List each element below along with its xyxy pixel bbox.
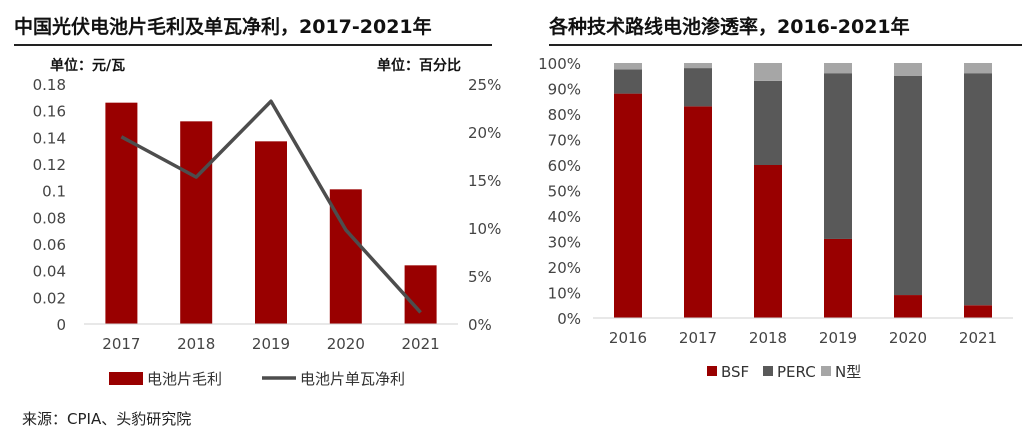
stacked-y-tick-label: 80% [548,106,581,124]
left-y-tick-label: 0.1 [42,183,66,201]
stacked-y-tick-label: 50% [548,183,581,201]
stacked-segment-n型 [964,63,992,74]
stacked-y-tick-label: 0% [557,310,581,328]
right-y-tick-label: 10% [468,220,501,238]
source-note: 来源：CPIA、头豹研究院 [22,410,192,428]
stacked-y-tick-label: 40% [548,208,581,226]
stacked-segment-bsf [894,295,922,318]
right-y-tick-label: 5% [468,268,492,286]
stacked-segment-perc [964,73,992,306]
left-chart-title: 中国光伏电池片毛利及单瓦净利，2017-2021年 [14,16,432,38]
stacked-y-tick-label: 10% [548,285,581,303]
stacked-segment-n型 [754,63,782,81]
stacked-segment-perc [894,75,922,296]
legend-label-line: 电池片单瓦净利 [300,370,405,388]
margin-bar [105,102,138,325]
stacked-segment-n型 [614,63,642,70]
x-tick-label: 2019 [252,335,290,353]
margin-bar [404,265,437,324]
left-y-tick-label: 0.08 [33,209,66,227]
stacked-legend-swatch [821,366,831,376]
stacked-y-tick-label: 20% [548,259,581,277]
right-y-tick-label: 25% [468,76,501,94]
stacked-x-tick-label: 2017 [679,329,717,347]
stacked-x-tick-label: 2021 [959,329,997,347]
stacked-segment-perc [824,73,852,239]
right-y-tick-label: 20% [468,124,501,142]
left-y-tick-label: 0.06 [33,236,66,254]
stacked-y-tick-label: 60% [548,157,581,175]
stacked-segment-n型 [894,63,922,76]
stacked-legend-label: BSF [721,363,749,381]
stacked-segment-n型 [824,63,852,74]
left-y-tick-label: 0.02 [33,289,66,307]
stacked-segment-perc [754,80,782,165]
stacked-x-tick-label: 2018 [749,329,787,347]
stacked-legend-label: N型 [835,363,861,381]
x-tick-label: 2020 [327,335,365,353]
stacked-segment-n型 [684,63,712,69]
legend-swatch-bar [109,372,143,385]
stacked-x-tick-label: 2020 [889,329,927,347]
stacked-segment-perc [684,68,712,107]
x-tick-label: 2018 [177,335,215,353]
left-y-tick-label: 0 [56,316,66,334]
stacked-x-tick-label: 2016 [609,329,647,347]
stacked-legend-label: PERC [777,363,816,381]
stacked-y-tick-label: 90% [548,81,581,99]
margin-bar [180,121,213,324]
stacked-legend-swatch [763,366,773,376]
right-y-tick-label: 15% [468,172,501,190]
stacked-segment-bsf [614,93,642,318]
left-unit-label: 单位：元/瓦 [50,58,126,74]
stacked-segment-bsf [964,305,992,318]
stacked-segment-bsf [754,165,782,318]
legend-label-bar: 电池片毛利 [147,370,222,388]
stacked-y-tick-label: 100% [538,55,581,73]
left-y-tick-label: 0.12 [33,156,66,174]
left-y-tick-label: 0.14 [33,129,66,147]
stacked-segment-bsf [824,238,852,318]
right-chart-title: 各种技术路线电池渗透率，2016-2021年 [549,16,910,38]
right-y-tick-label: 0% [468,316,492,334]
margin-bar [255,141,287,324]
right-axis-unit-label: 单位：百分比 [377,58,461,74]
right-title-underline [549,44,1022,46]
net-profit-line [120,99,422,314]
stacked-y-tick-label: 30% [548,234,581,252]
left-y-tick-label: 0.16 [33,103,66,121]
left-y-tick-label: 0.04 [33,263,66,281]
stacked-x-tick-label: 2019 [819,329,857,347]
stacked-y-tick-label: 70% [548,132,581,150]
left-y-tick-label: 0.18 [33,76,66,94]
x-tick-label: 2021 [402,335,440,353]
left-title-underline [14,44,492,46]
x-tick-label: 2017 [102,335,140,353]
stacked-legend-swatch [707,366,717,376]
stacked-segment-perc [614,69,642,94]
stacked-segment-bsf [684,106,712,318]
